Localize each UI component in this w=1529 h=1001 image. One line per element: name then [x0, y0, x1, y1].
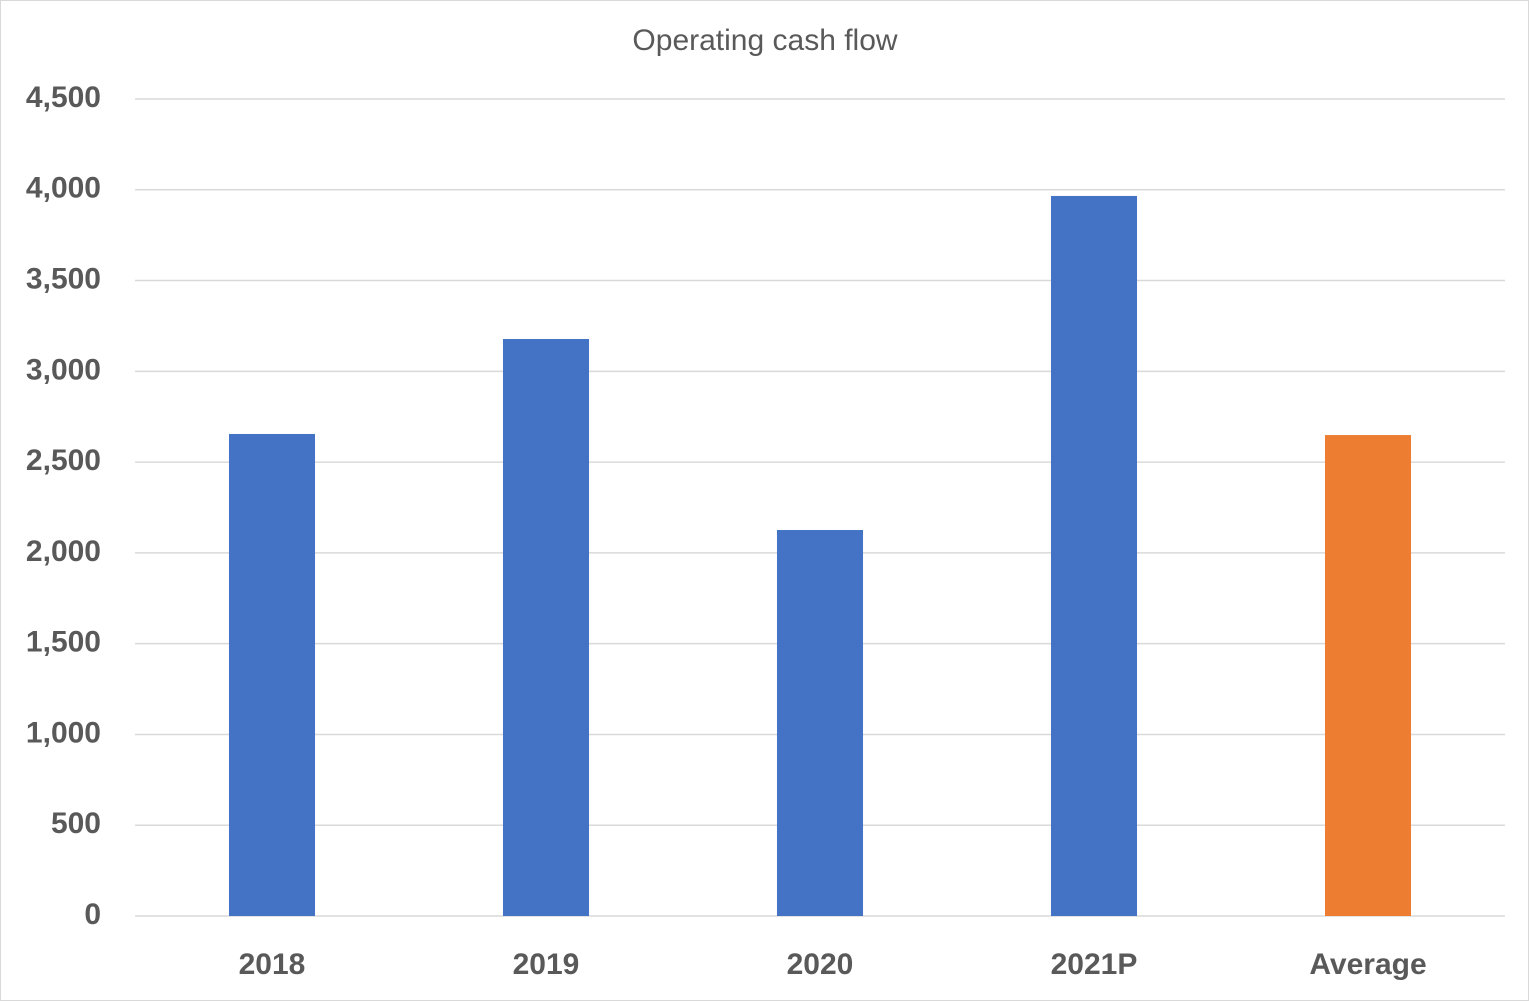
x-tick-label: 2019: [513, 948, 580, 981]
x-tick-label: Average: [1309, 948, 1426, 981]
bar: [1324, 435, 1412, 916]
bar: [228, 433, 316, 916]
y-tick-label: 1,500: [26, 626, 101, 659]
y-tick-label: 3,500: [26, 262, 101, 295]
x-tick-label: 2021P: [1051, 948, 1138, 981]
x-tick-label: 2018: [239, 948, 306, 981]
bar: [502, 339, 590, 916]
y-tick-label: 4,500: [26, 81, 101, 114]
y-tick-label: 0: [84, 898, 101, 931]
y-tick-label: 3,000: [26, 353, 101, 386]
chart-title: Operating cash flow: [632, 24, 897, 57]
y-tick-label: 2,000: [26, 535, 101, 568]
y-tick-label: 4,000: [26, 172, 101, 205]
y-tick-label: 500: [51, 807, 101, 840]
bar: [1050, 195, 1138, 916]
y-tick-label: 1,000: [26, 716, 101, 749]
x-tick-label: 2020: [787, 948, 854, 981]
bar: [776, 530, 864, 916]
y-tick-label: 2,500: [26, 444, 101, 477]
